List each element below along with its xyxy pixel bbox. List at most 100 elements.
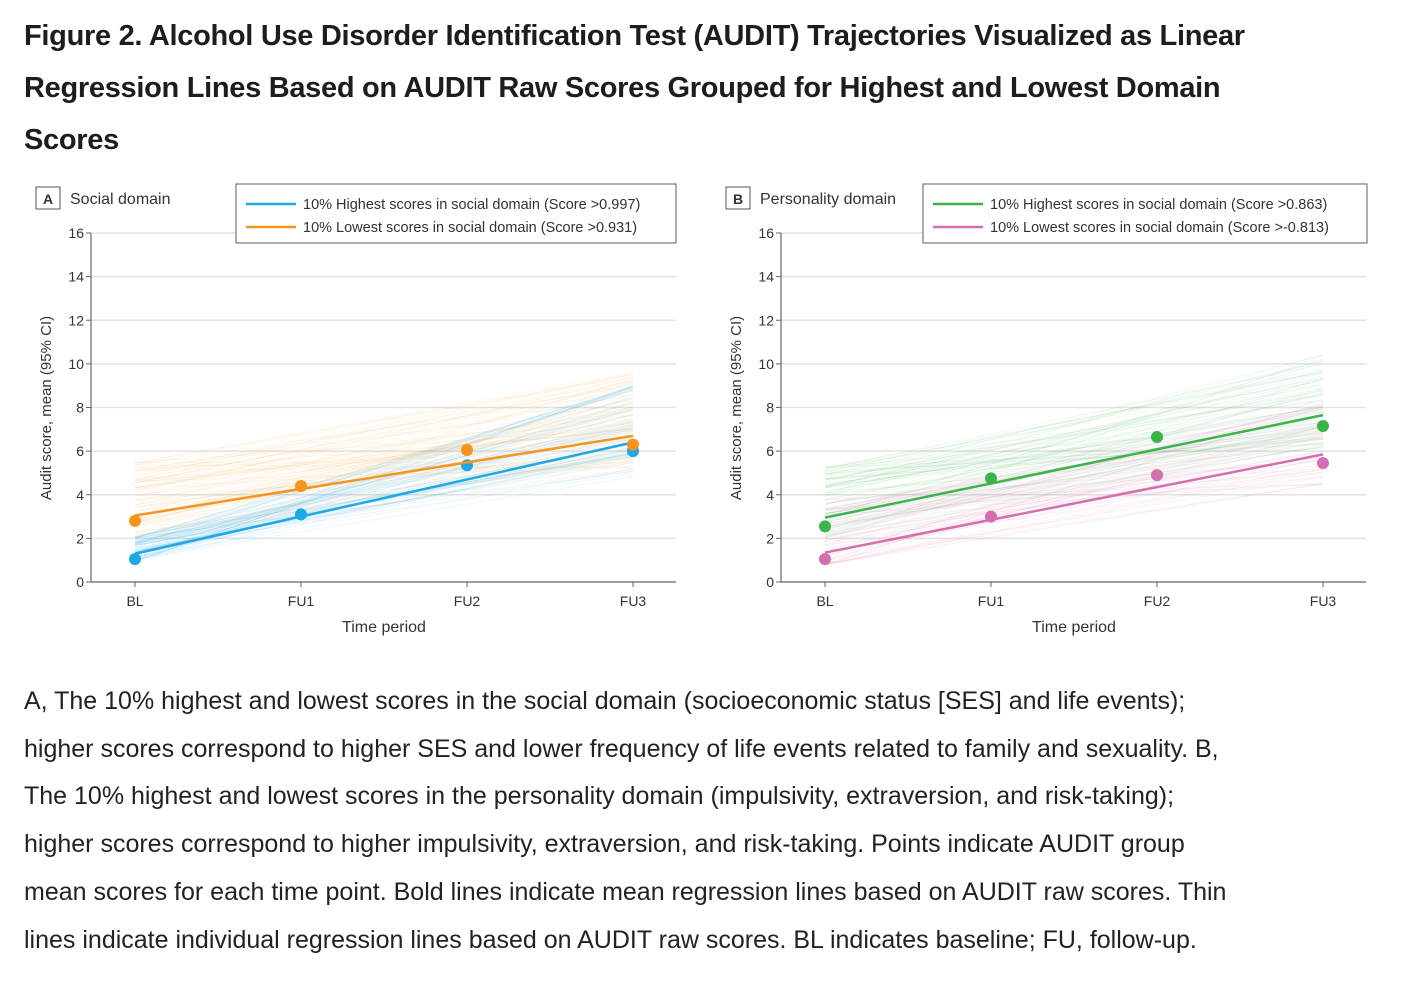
individual-regression-line bbox=[824, 436, 1324, 484]
individual-regression-line bbox=[824, 428, 1324, 528]
individual-regression-line bbox=[824, 421, 1324, 469]
individual-regression-line bbox=[134, 408, 634, 513]
individual-regression-line bbox=[134, 398, 634, 520]
individual-regression-line bbox=[824, 465, 1324, 566]
individual-regression-line bbox=[134, 395, 634, 560]
individual-regression-line bbox=[824, 431, 1324, 530]
mean-point bbox=[819, 520, 831, 533]
panel-letter-box bbox=[725, 186, 751, 210]
individual-regression-line bbox=[824, 368, 1324, 473]
individual-regression-line bbox=[134, 385, 634, 506]
y-tick-label: 2 bbox=[766, 530, 774, 546]
figure-title-line: Regression Lines Based on AUDIT Raw Scor… bbox=[24, 72, 1221, 104]
individual-regression-line bbox=[824, 468, 1324, 543]
y-tick-label: 6 bbox=[76, 443, 84, 459]
individual-regression-line bbox=[134, 439, 634, 524]
y-tick-label: 8 bbox=[76, 400, 84, 416]
individual-regression-line bbox=[824, 395, 1324, 469]
individual-regression-line bbox=[824, 483, 1324, 516]
individual-regression-line bbox=[824, 411, 1324, 500]
individual-regression-line bbox=[824, 401, 1324, 557]
y-tick-label: 0 bbox=[76, 574, 84, 590]
individual-regression-line bbox=[134, 470, 634, 544]
individual-regression-line bbox=[824, 377, 1324, 537]
individual-regression-line bbox=[134, 447, 634, 558]
individual-regression-line bbox=[134, 385, 634, 546]
individual-regression-line bbox=[824, 407, 1324, 479]
individual-regression-line bbox=[134, 428, 634, 509]
individual-regression-line bbox=[134, 428, 634, 484]
individual-regression-line bbox=[824, 409, 1324, 489]
individual-regression-line bbox=[134, 468, 634, 558]
x-axis-label: Time period bbox=[1032, 619, 1116, 636]
mean-point bbox=[985, 472, 997, 485]
individual-regression-line bbox=[824, 359, 1324, 486]
mean-point bbox=[819, 553, 831, 566]
individual-regression-line bbox=[824, 394, 1324, 506]
individual-regression-line bbox=[134, 408, 634, 549]
individual-regression-line bbox=[134, 453, 634, 539]
individual-regression-line bbox=[134, 421, 634, 538]
individual-regression-line bbox=[134, 390, 634, 542]
individual-regression-line bbox=[134, 470, 634, 539]
individual-regression-line bbox=[824, 450, 1324, 541]
x-tick-label: FU2 bbox=[1144, 593, 1171, 609]
individual-regression-line bbox=[134, 469, 634, 539]
individual-regression-line bbox=[824, 354, 1324, 483]
mean-point bbox=[295, 508, 307, 521]
legend-box bbox=[235, 183, 677, 244]
individual-regression-line bbox=[824, 464, 1324, 538]
individual-regression-line bbox=[824, 434, 1324, 521]
x-tick-label: FU3 bbox=[1310, 593, 1337, 609]
individual-regression-line bbox=[134, 413, 634, 545]
individual-regression-line bbox=[134, 421, 634, 501]
individual-regression-line bbox=[134, 418, 634, 551]
individual-regression-line bbox=[824, 390, 1324, 480]
individual-regression-line bbox=[134, 429, 634, 513]
individual-regression-line bbox=[134, 449, 634, 561]
individual-regression-line bbox=[824, 433, 1324, 487]
individual-regression-line bbox=[824, 425, 1324, 526]
individual-regression-line bbox=[134, 402, 634, 529]
y-tick-label: 8 bbox=[766, 400, 774, 416]
individual-regression-line bbox=[134, 452, 634, 541]
individual-regression-line bbox=[134, 385, 634, 559]
individual-lines bbox=[134, 372, 634, 562]
y-tick-label: 0 bbox=[766, 574, 774, 590]
individual-regression-line bbox=[134, 407, 634, 489]
individual-regression-line bbox=[824, 459, 1324, 503]
individual-regression-line bbox=[134, 402, 634, 470]
individual-regression-line bbox=[824, 436, 1324, 541]
individual-regression-line bbox=[134, 384, 634, 491]
individual-lines bbox=[824, 354, 1324, 566]
individual-regression-line bbox=[824, 437, 1324, 504]
individual-regression-line bbox=[134, 426, 634, 548]
individual-regression-line bbox=[134, 424, 634, 521]
individual-regression-line bbox=[134, 393, 634, 534]
mean-point bbox=[1317, 457, 1329, 470]
individual-regression-line bbox=[824, 475, 1324, 546]
individual-regression-line bbox=[134, 413, 634, 489]
x-tick-label: FU3 bbox=[620, 593, 647, 609]
individual-regression-line bbox=[824, 446, 1324, 527]
individual-regression-line bbox=[824, 456, 1324, 522]
mean-regression-line bbox=[134, 441, 634, 555]
mean-point bbox=[627, 438, 639, 451]
figure-caption: A, The 10% highest and lowest scores in … bbox=[24, 678, 1226, 964]
individual-regression-line bbox=[134, 423, 634, 543]
legend: 10% Highest scores in social domain (Sco… bbox=[922, 183, 1368, 244]
panel-title: Personality domain bbox=[760, 191, 896, 208]
individual-regression-line bbox=[824, 425, 1324, 479]
individual-regression-line bbox=[134, 393, 634, 488]
individual-regression-line bbox=[824, 384, 1324, 481]
individual-regression-line bbox=[134, 408, 634, 538]
individual-regression-line bbox=[824, 362, 1324, 515]
individual-regression-line bbox=[824, 417, 1324, 531]
individual-regression-line bbox=[824, 406, 1324, 516]
x-tick-label: FU1 bbox=[978, 593, 1005, 609]
individual-regression-line bbox=[134, 455, 634, 555]
mean-point bbox=[1151, 469, 1163, 482]
mean-point bbox=[129, 553, 141, 566]
x-axis-label: Time period bbox=[342, 619, 426, 636]
individual-regression-line bbox=[824, 434, 1324, 530]
